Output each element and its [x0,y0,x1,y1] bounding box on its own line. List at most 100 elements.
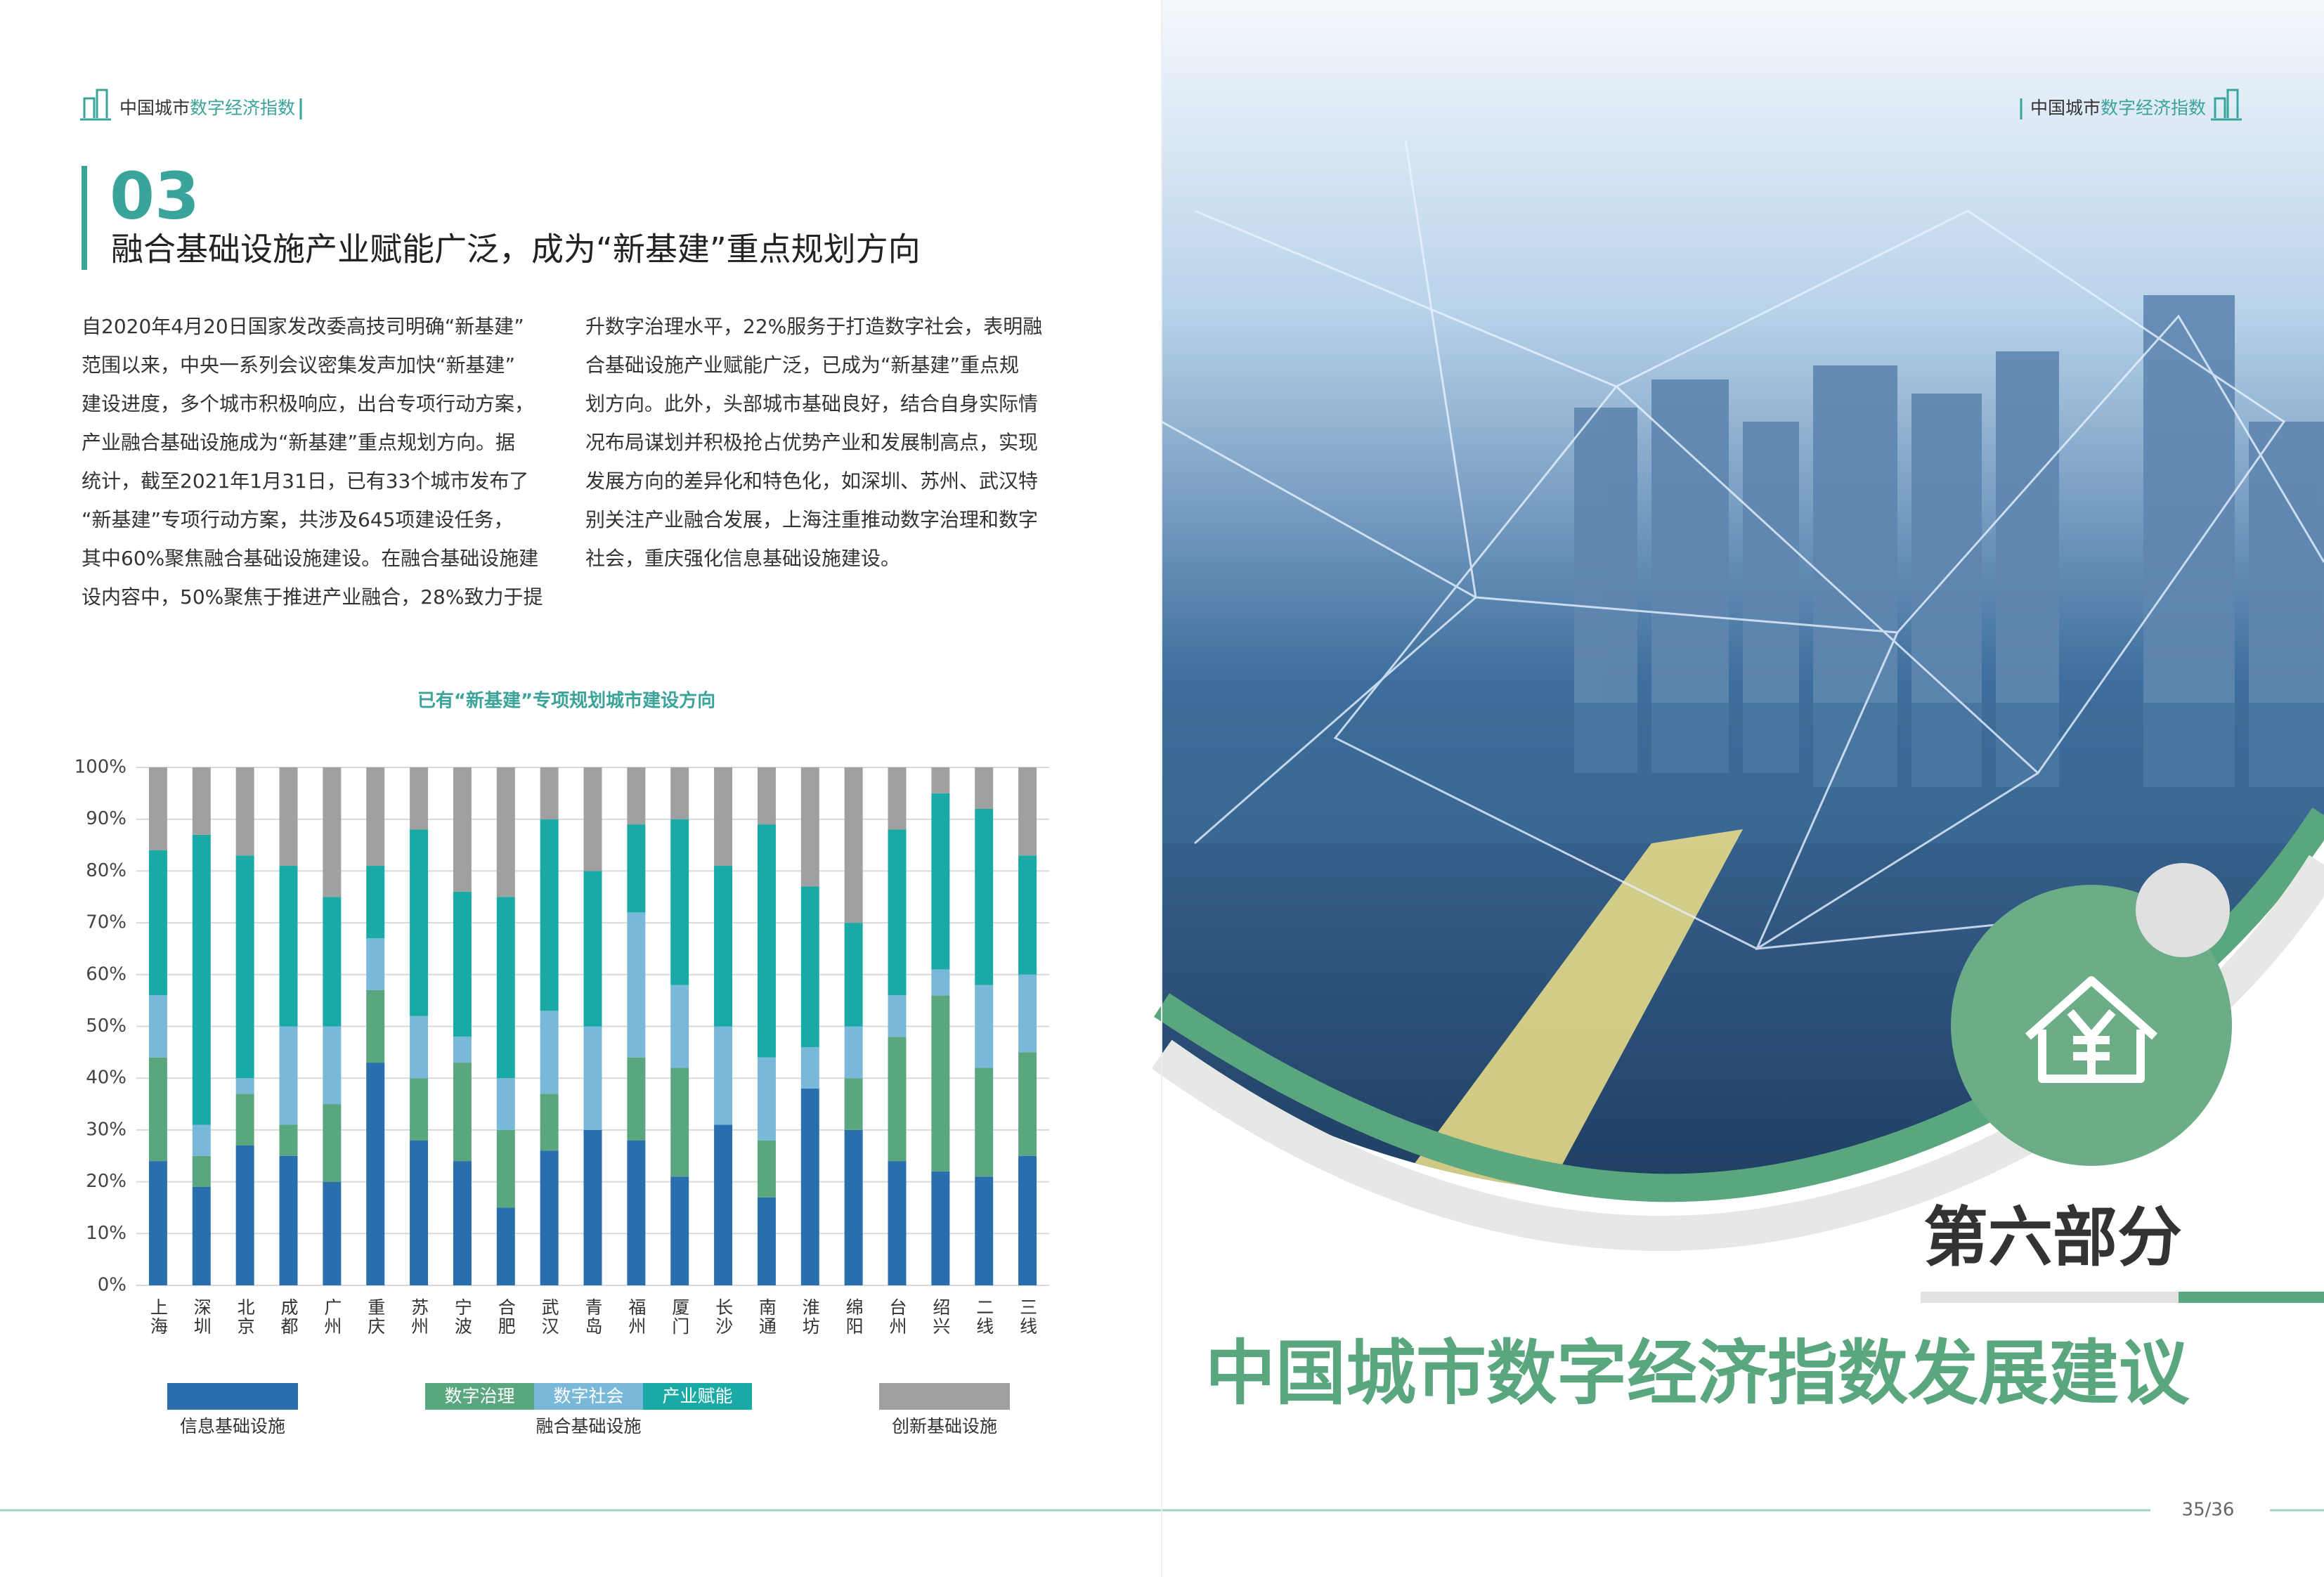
body-line: 合基础设施产业赋能广泛，已成为“新基建”重点规 [585,353,1019,377]
x-tick-label: 台州 [887,1298,907,1336]
x-tick-label: 南通 [756,1298,777,1336]
bar-segment [888,1037,907,1162]
x-tick-label: 厦门 [670,1298,690,1336]
x-tick-label: 二线 [974,1298,994,1336]
header-part: 中国城市 [119,98,190,118]
section-heading: 融合基础设施产业赋能广泛，成为“新基建”重点规划方向 [111,231,921,268]
bar-segment [714,767,733,867]
x-tick-label: 淮坊 [800,1298,820,1336]
x-tick-label: 宁波 [452,1298,472,1336]
bar-segment [888,1161,907,1285]
legend-swatch [425,1383,534,1410]
bar-segment [323,1026,342,1105]
small-circle [2136,863,2230,957]
bar-segment [192,834,211,1125]
body-line: 别关注产业融合发展，上海注重推动数字治理和数字 [585,508,1038,531]
body-line: 统计，截至2021年1月31日，已有33个城市发布了 [82,469,528,493]
y-tick-label: 20% [86,1171,126,1192]
bar-segment [931,1171,950,1285]
body-line: 自2020年4月20日国家发改委高技司明确“新基建” [82,315,524,338]
bar-segment [627,912,646,1058]
part-rule-accent [2179,1292,2324,1303]
page-number: 35/36 [2182,1500,2235,1521]
bar-segment [192,1124,211,1156]
bar-segment [453,1063,472,1162]
legend-label: 信息基础设施 [180,1416,285,1436]
y-tick-label: 90% [86,808,126,829]
bar-segment [323,767,342,897]
legend-swatch [167,1383,298,1410]
bar-segment [844,923,863,1027]
bar-segment [540,1093,559,1151]
legend-group-label: 融合基础设施 [535,1416,641,1436]
bar-segment [279,866,298,1027]
header-icon [2211,89,2242,121]
bar-segment [757,1197,776,1285]
header-right: 中国城市数字经济指数 [2020,89,2242,121]
bar-segment [757,1057,776,1141]
bar-segment [670,767,689,819]
city-photo [1162,0,2324,1195]
legend-label: 创新基础设施 [892,1416,997,1436]
x-tick-label: 北京 [235,1298,255,1336]
bar-segment [323,897,342,1027]
bar-segment [496,1078,515,1130]
x-tick-label: 合肥 [495,1298,516,1336]
bar-segment [931,767,950,793]
bar-segment [366,989,385,1063]
bar-segment [148,1161,167,1285]
bar-segment [757,824,776,1058]
header-text: 中国城市数字经济指数 [119,98,295,118]
bar-segment [279,1124,298,1156]
bar-segment [975,1176,994,1285]
bar-segment [148,995,167,1058]
bar-segment [540,819,559,1011]
bar-segment [192,1186,211,1285]
legend-swatch [534,1383,643,1410]
bar-segment [235,855,254,1079]
bar-segment [583,1129,602,1285]
x-tick-label: 青岛 [583,1298,603,1336]
body-line: 建设进度，多个城市积极响应，出台专项行动方案， [82,392,534,415]
header-part: 数字经济指数 [2101,98,2206,118]
y-tick-label: 70% [86,912,126,933]
bar-segment [627,824,646,913]
bar-segment [496,1129,515,1208]
legend-label: 数字社会 [553,1386,623,1406]
body-line: 产业融合基础设施成为“新基建”重点规划方向。据 [82,431,515,454]
bar-segment [670,985,689,1068]
x-tick-label: 长沙 [713,1298,734,1336]
bar-segment [975,767,994,809]
bar-segment [670,819,689,985]
bar-segment [192,1155,211,1187]
body-line: 设内容中，50%聚焦于推进产业融合，28%致力于提 [82,585,543,609]
bar-segment [366,767,385,867]
bar-segment [800,767,819,887]
bar-segment [888,995,907,1037]
bar-segment [931,995,950,1172]
bar-segment [540,1150,559,1285]
bar-segment [800,886,819,1047]
legend-swatch [879,1383,1010,1410]
x-tick-label: 绵阳 [843,1298,864,1336]
y-tick-label: 60% [86,963,126,985]
bar-segment [453,1161,472,1285]
bar-segment [844,1129,863,1285]
bar-segment [235,767,254,856]
body-line: 况布局谋划并积极抢占优势产业和发展制高点，实现 [585,431,1038,454]
bar-segment [1018,974,1037,1053]
bar-segment [496,767,515,897]
bar-segment [410,1140,429,1285]
bar-segment [279,1026,298,1125]
bar-segment [800,1088,819,1285]
bar-segment [975,1067,994,1177]
bar-segment [148,1057,167,1162]
bar-segment [453,891,472,1037]
bar-segment [757,767,776,825]
part-title: 中国城市数字经济指数发展建议 [1205,1332,2190,1414]
bar-segment [1018,767,1037,856]
bar-segment [235,1093,254,1146]
x-tick-label: 深圳 [191,1298,212,1336]
bar-segment [583,1026,602,1130]
x-tick-label: 成都 [278,1298,299,1336]
